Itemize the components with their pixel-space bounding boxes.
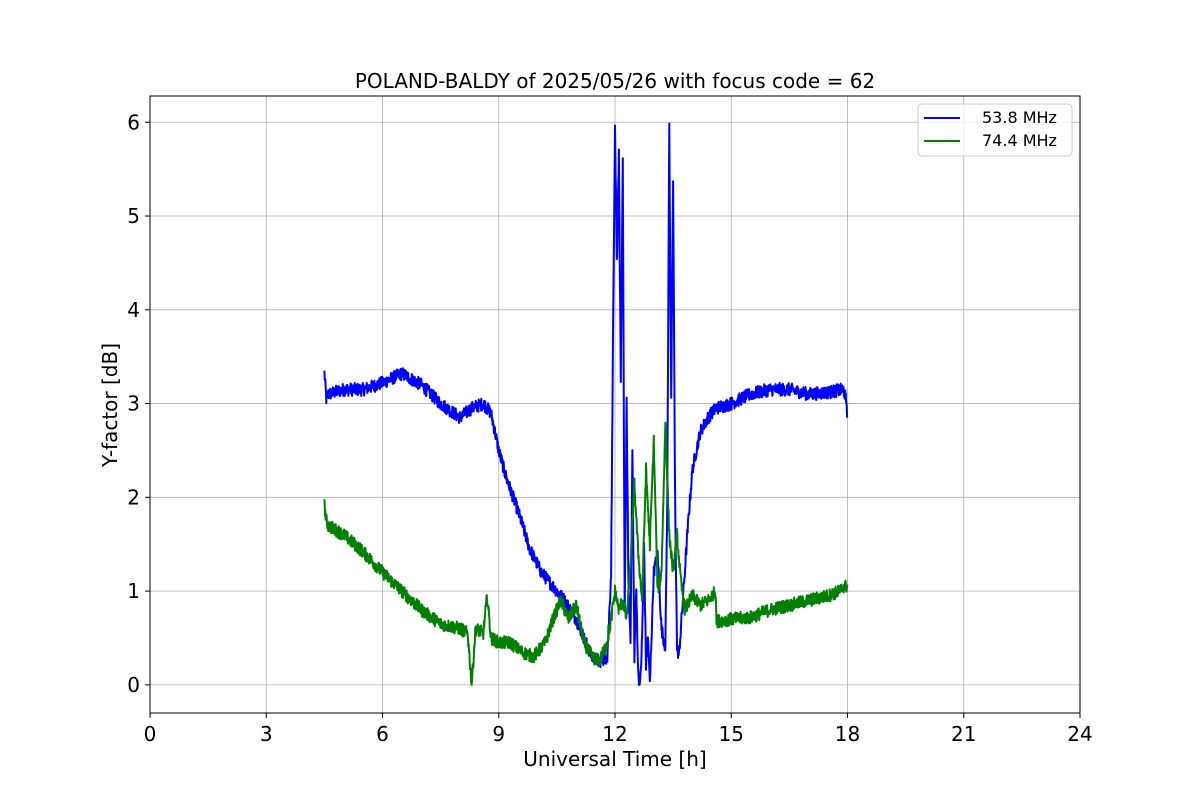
x-tick-label: 6 [376,722,389,746]
x-tick-label: 9 [492,722,505,746]
chart-title: POLAND-BALDY of 2025/05/26 with focus co… [355,69,875,93]
legend-label-53-8-mhz: 53.8 MHz [982,108,1057,127]
y-tick-label: 1 [127,579,140,603]
x-tick-label: 18 [835,722,860,746]
x-tick-label: 15 [719,722,744,746]
x-tick-label: 21 [951,722,976,746]
y-tick-label: 2 [127,485,140,509]
legend-label-74-4-mhz: 74.4 MHz [982,131,1057,150]
x-tick-label: 3 [260,722,273,746]
y-axis-title: Y-factor [dB] [98,343,122,468]
x-tick-label: 12 [602,722,627,746]
x-axis-title: Universal Time [h] [523,747,706,771]
y-tick-label: 0 [127,673,140,697]
x-tick-label: 0 [144,722,157,746]
legend: 53.8 MHz 74.4 MHz [917,103,1073,157]
y-tick-label: 4 [127,298,140,322]
y-tick-label: 6 [127,110,140,134]
series-line-74-4-mhz [323,421,849,686]
y-tick-label: 5 [127,204,140,228]
x-tick-label: 24 [1067,722,1092,746]
y-tick-label: 3 [127,392,140,416]
series-layer [323,122,849,686]
